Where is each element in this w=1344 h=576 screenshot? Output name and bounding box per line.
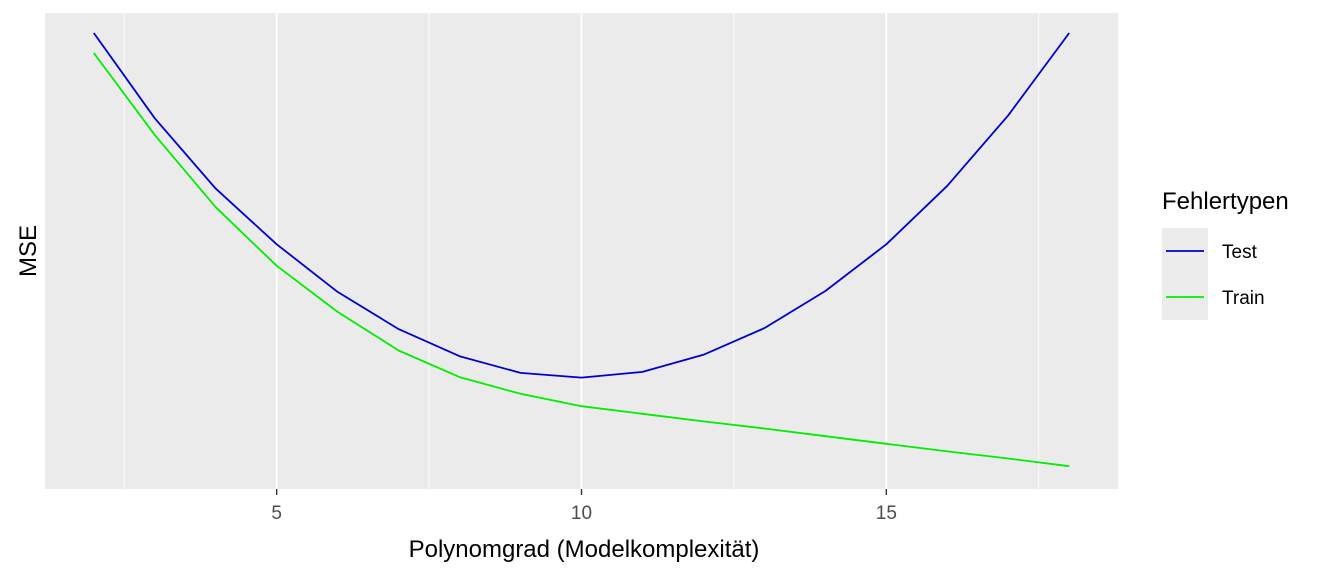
x-tick-label: 5 <box>271 503 282 524</box>
x-tick-label: 15 <box>876 503 897 524</box>
legend-key-bg <box>1162 228 1208 320</box>
legend-label-train: Train <box>1222 288 1265 309</box>
grid-major <box>275 13 888 489</box>
legend-label-test: Test <box>1222 242 1258 263</box>
x-tick-label: 10 <box>571 503 592 524</box>
x-axis-ticks <box>275 489 888 495</box>
legend-title: Fehlertypen <box>1162 188 1289 215</box>
x-axis-title: Polynomgrad (Modelkomplexität) <box>409 536 760 563</box>
legend: Fehlertypen Test Train <box>1162 188 1289 320</box>
series-lines <box>93 32 1070 468</box>
x-axis-tick-labels: 5 10 15 <box>271 503 897 524</box>
grid-minor <box>123 13 1040 489</box>
y-axis-title: MSE <box>15 225 42 277</box>
series-line-train <box>93 52 1070 468</box>
series-line-test <box>93 32 1070 379</box>
